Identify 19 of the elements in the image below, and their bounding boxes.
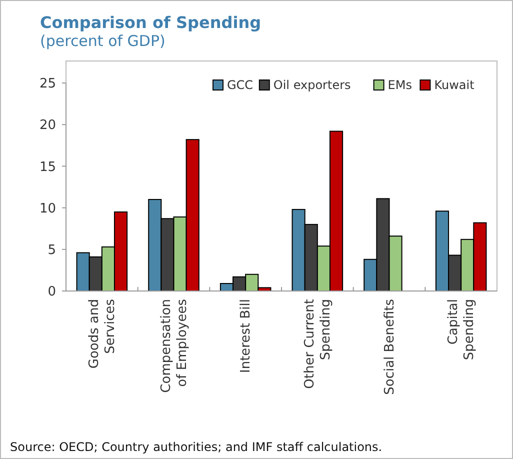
legend-label: GCC: [227, 78, 254, 92]
x-tick-label: Compensation of Employees: [158, 298, 190, 393]
y-tick-label: 25: [39, 76, 56, 92]
x-tick-label: Interest Bill: [238, 299, 254, 373]
y-tick-label: 10: [39, 201, 56, 216]
x-tick-label: Capital Spending: [446, 299, 478, 360]
x-tick-label: Social Benefits: [382, 298, 398, 395]
y-tick-label: 5: [48, 242, 56, 258]
source-note: Source: OECD; Country authorities; and IMF staff calculations.: [10, 440, 382, 454]
y-tick-label: 15: [39, 160, 56, 175]
chart-subtitle: (percent of GDP): [40, 32, 166, 50]
legend-label: Oil exporters: [273, 78, 351, 92]
x-tick-label: Goods and Services: [86, 298, 118, 369]
legend-label: Kuwait: [434, 78, 475, 92]
x-tick-label: Other Current Spending: [302, 299, 334, 389]
y-tick-label: 0: [48, 284, 56, 300]
y-tick-label: 20: [39, 118, 56, 134]
legend-label: EMs: [388, 78, 412, 92]
chart-title: Comparison of Spending: [40, 13, 262, 32]
